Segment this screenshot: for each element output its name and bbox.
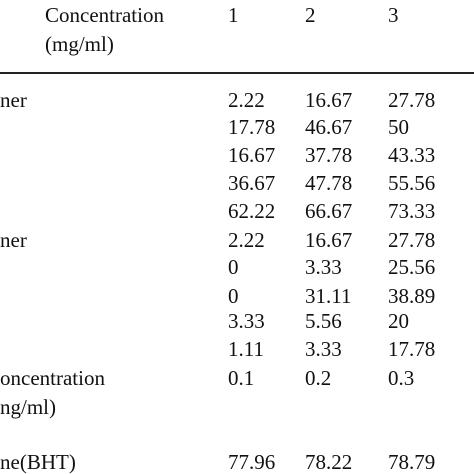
cell: 37.78	[305, 143, 353, 167]
row-label: ne(BHT)	[0, 450, 76, 474]
cell: 31.11	[305, 284, 352, 308]
cell: 78.79	[388, 450, 436, 474]
cell: 77.96	[228, 450, 276, 474]
column-header: 2	[305, 3, 316, 27]
cell: 62.22	[228, 199, 276, 223]
header-label: Concentration	[45, 3, 164, 27]
cell: 73.33	[388, 199, 436, 223]
cell: 25.56	[388, 255, 436, 279]
cell: 16.67	[305, 88, 353, 112]
cell: 43.33	[388, 143, 436, 167]
cell: 3.33	[305, 255, 342, 279]
column-header: 3	[388, 3, 399, 27]
row-label: ner	[0, 228, 27, 252]
cell: 47.78	[305, 171, 353, 195]
cell: 27.78	[388, 88, 436, 112]
column-header: 1	[228, 3, 239, 27]
row-label: ner	[0, 88, 27, 112]
cell: 38.89	[388, 284, 436, 308]
cell: 17.78	[228, 115, 276, 139]
row-label: oncentration	[0, 366, 105, 390]
cell: 50	[388, 115, 409, 139]
cell: 66.67	[305, 199, 353, 223]
cell: 55.56	[388, 171, 436, 195]
cell: 27.78	[388, 228, 436, 252]
cell: 1.11	[228, 337, 264, 361]
cell: 0	[228, 284, 239, 308]
cell: 0.2	[305, 366, 332, 390]
cell: 3.33	[305, 337, 342, 361]
cell: 3.33	[228, 309, 265, 333]
cell: 20	[388, 309, 409, 333]
cell: 0	[228, 255, 239, 279]
cell: 16.67	[228, 143, 276, 167]
cell: 5.56	[305, 309, 342, 333]
cell: 2.22	[228, 228, 265, 252]
cell: 0.3	[388, 366, 415, 390]
header-rule	[0, 72, 474, 74]
header-label: (mg/ml)	[45, 32, 114, 56]
cell: 17.78	[388, 337, 436, 361]
cell: 36.67	[228, 171, 276, 195]
cell: 2.22	[228, 88, 265, 112]
row-label: ng/ml)	[0, 395, 56, 419]
cell: 46.67	[305, 115, 353, 139]
cell: 0.1	[228, 366, 255, 390]
cell: 78.22	[305, 450, 353, 474]
cell: 16.67	[305, 228, 353, 252]
